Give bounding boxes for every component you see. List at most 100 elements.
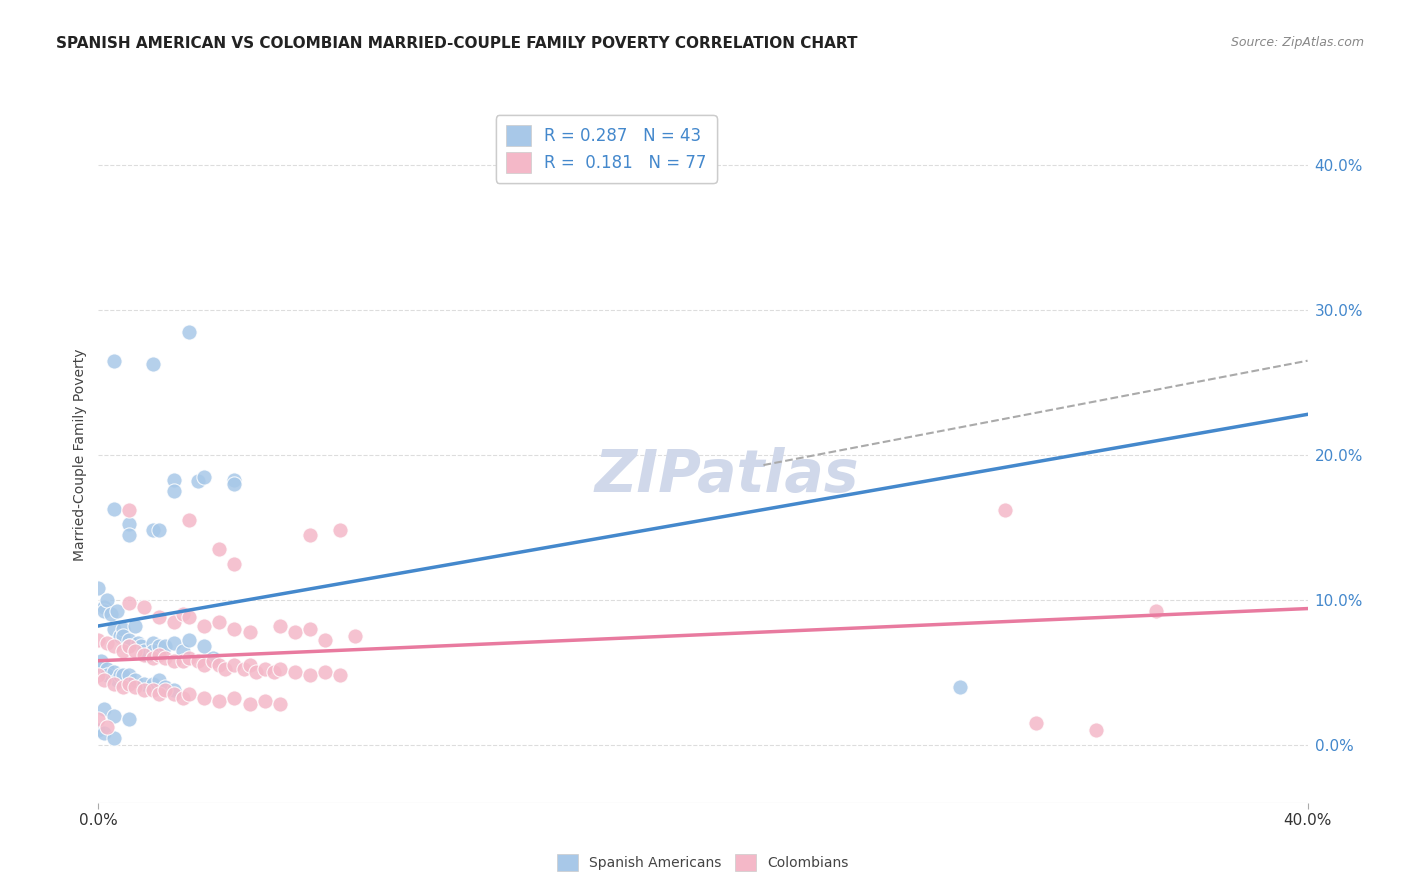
Point [148,610,170,624]
Point [949,680,972,694]
Point [284,665,307,680]
Point [118,517,141,532]
Point [142,677,165,691]
Point [103,665,125,680]
Point [132,682,155,697]
Point [96,592,118,607]
Point [132,643,155,657]
Point [329,668,352,682]
Point [208,542,231,557]
Point [263,665,285,680]
Point [148,687,170,701]
Point [202,651,225,665]
Point [269,619,291,633]
Point [1085,723,1108,738]
Point [179,325,201,339]
Point [118,633,141,648]
Legend: R = 0.287   N = 43, R =  0.181   N = 77: R = 0.287 N = 43, R = 0.181 N = 77 [496,115,717,183]
Point [163,687,186,701]
Point [179,687,201,701]
Point [193,658,215,673]
Point [124,643,146,657]
Point [208,694,231,708]
Point [111,622,134,636]
Point [93,605,115,619]
Point [193,639,215,653]
Point [87,658,110,673]
Point [118,668,141,682]
Point [87,723,110,738]
Point [224,658,246,673]
Text: SPANISH AMERICAN VS COLOMBIAN MARRIED-COUPLE FAMILY POVERTY CORRELATION CHART: SPANISH AMERICAN VS COLOMBIAN MARRIED-CO… [56,36,858,51]
Point [179,513,201,527]
Point [172,607,194,622]
Point [224,691,246,706]
Point [224,557,246,571]
Point [87,582,110,596]
Point [163,682,186,697]
Point [163,484,186,499]
Y-axis label: Married-Couple Family Poverty: Married-Couple Family Poverty [73,349,87,561]
Point [100,607,122,622]
Point [93,673,115,687]
Point [148,673,170,687]
Point [103,622,125,636]
Point [314,665,336,680]
Point [111,629,134,643]
Point [163,615,186,629]
Point [148,648,170,662]
Text: Source: ZipAtlas.com: Source: ZipAtlas.com [1230,36,1364,49]
Point [132,600,155,615]
Point [96,662,118,676]
Point [202,654,225,668]
Point [96,721,118,735]
Point [208,615,231,629]
Point [239,658,262,673]
Point [179,651,201,665]
Point [118,527,141,541]
Point [994,503,1017,517]
Point [103,708,125,723]
Legend: Spanish Americans, Colombians: Spanish Americans, Colombians [551,848,855,876]
Point [344,629,367,643]
Point [253,662,276,676]
Point [87,668,110,682]
Point [96,668,118,682]
Point [193,469,215,483]
Point [142,523,165,537]
Point [163,654,186,668]
Text: ZIPatlas: ZIPatlas [595,447,859,504]
Point [87,633,110,648]
Point [135,648,157,662]
Point [93,701,115,715]
Point [132,648,155,662]
Point [111,668,134,682]
Point [269,662,291,676]
Point [124,680,146,694]
Point [142,651,165,665]
Point [142,357,165,371]
Point [96,636,118,650]
Point [284,624,307,639]
Point [253,694,276,708]
Point [153,651,176,665]
Point [105,673,128,687]
Point [142,643,165,657]
Point [245,665,267,680]
Point [118,639,141,653]
Point [224,473,246,487]
Point [103,501,125,516]
Point [1024,716,1046,731]
Point [93,726,115,740]
Point [153,682,176,697]
Point [193,619,215,633]
Point [103,353,125,368]
Point [208,658,231,673]
Point [127,636,149,650]
Point [163,473,186,487]
Point [239,624,262,639]
Point [118,712,141,726]
Point [118,677,141,691]
Point [193,691,215,706]
Point [132,677,155,691]
